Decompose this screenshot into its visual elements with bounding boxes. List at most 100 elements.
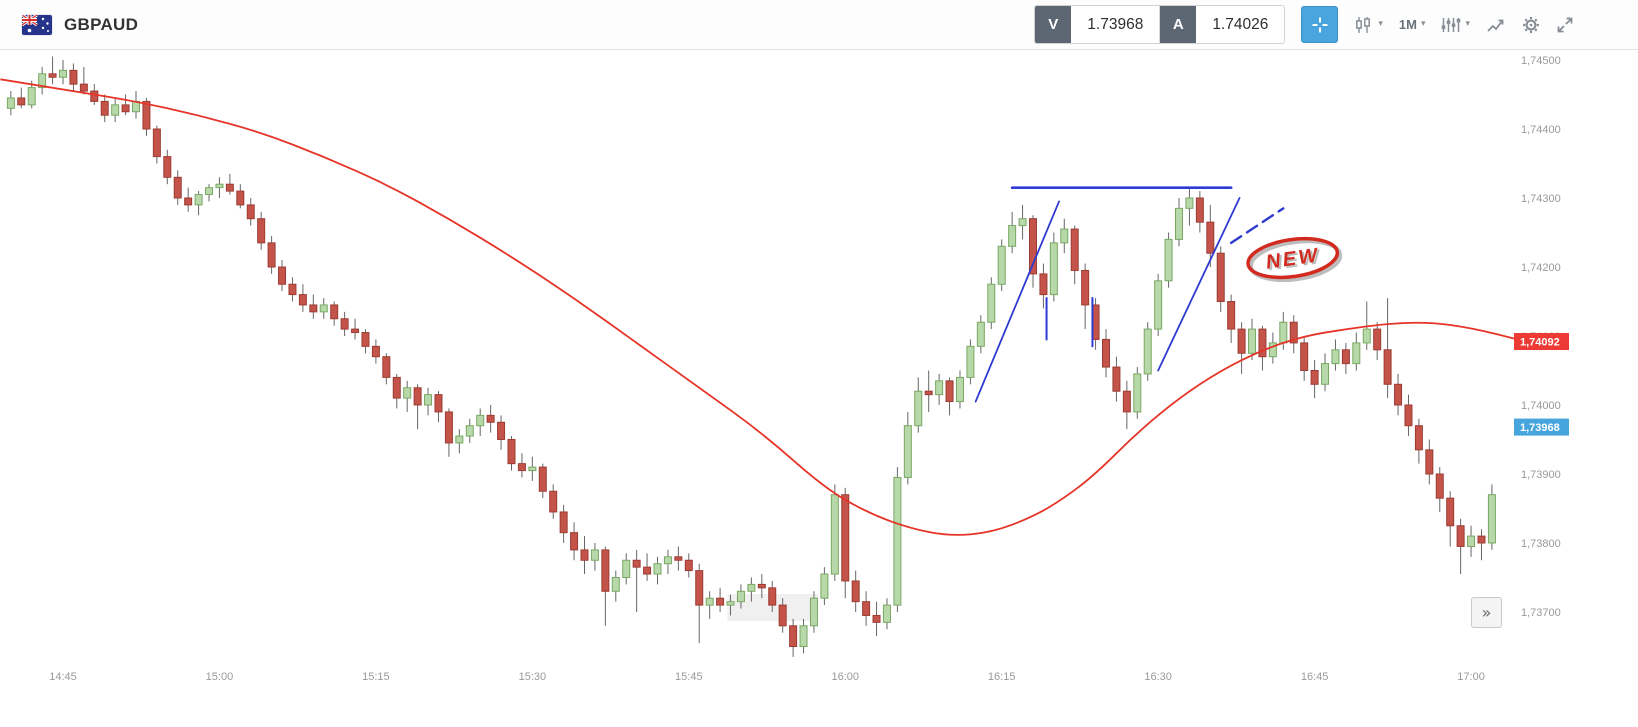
candle (288, 283, 297, 296)
candle (17, 97, 26, 106)
candle (507, 439, 516, 465)
candle (1216, 252, 1225, 302)
candle (476, 414, 485, 427)
candlestick-chart-icon (1356, 16, 1371, 33)
candle (351, 328, 360, 334)
candle (1143, 328, 1152, 375)
candle (528, 466, 537, 472)
candle (1070, 228, 1079, 271)
candle (1154, 280, 1163, 330)
candle (413, 387, 422, 406)
candle (1248, 328, 1257, 354)
candle (674, 556, 683, 561)
time-axis-label: 14:45 (49, 671, 77, 683)
candle (663, 556, 672, 565)
candle (945, 380, 954, 403)
time-axis-label: 16:00 (831, 671, 859, 683)
candle (559, 511, 568, 534)
expand-icon (1557, 17, 1573, 32)
instrument-header: GBPAUD (22, 14, 138, 35)
price-axis-label: 1,74000 (1521, 400, 1561, 412)
time-axis[interactable]: 14:45 15:00 15:15 15:30 15:45 16:00 16:15 16:30… (49, 671, 1485, 683)
timeframe-selector[interactable]: 1M ▾ (1399, 17, 1426, 32)
candle (194, 194, 203, 206)
time-axis-label: 16:45 (1301, 671, 1329, 683)
candle (830, 494, 839, 575)
price-axis-label: 1,74500 (1521, 55, 1561, 67)
time-axis-label: 16:30 (1144, 671, 1172, 683)
candle (924, 390, 933, 396)
moving-average-line[interactable] (0, 78, 1524, 536)
candle (653, 563, 662, 575)
candle (1122, 390, 1131, 413)
candle (205, 187, 214, 196)
candle (1425, 449, 1434, 475)
candle (1383, 349, 1392, 385)
candle (935, 380, 944, 396)
fullscreen-button[interactable] (1556, 16, 1574, 34)
candle (267, 242, 276, 268)
svg-text:1,74092: 1,74092 (1520, 337, 1560, 349)
candle (716, 597, 725, 606)
candle (163, 156, 172, 178)
settings-button[interactable] (1522, 16, 1540, 34)
candle (736, 590, 745, 603)
candle (1164, 238, 1173, 282)
candle (1227, 301, 1236, 330)
candle (726, 601, 735, 606)
candle (215, 183, 224, 189)
indicators-button[interactable]: ▾ (1441, 16, 1470, 34)
candle (622, 559, 631, 578)
candle (330, 304, 339, 320)
price-chart[interactable]: 1,745001,744001,743001,742001,741001,740… (0, 50, 1638, 727)
candle (173, 176, 182, 199)
candle (538, 466, 547, 492)
candle (747, 583, 756, 592)
scroll-right-button[interactable]: » (1471, 597, 1502, 628)
trend-analysis-button[interactable] (1486, 16, 1506, 34)
candle (778, 604, 787, 627)
candle (684, 559, 693, 572)
price-axis-label: 1,73800 (1521, 538, 1561, 550)
candle (851, 580, 860, 603)
candle (841, 494, 850, 582)
candle (184, 197, 193, 206)
candle (1060, 228, 1069, 244)
candles-layer (6, 56, 1496, 657)
candle (1258, 328, 1267, 358)
crosshair-tool-button[interactable] (1301, 6, 1339, 43)
sell-price-button[interactable]: 1.73968 (1087, 15, 1144, 33)
candle (257, 218, 266, 244)
chart-canvas[interactable]: 1,745001,744001,743001,742001,741001,740… (0, 50, 1638, 727)
candle (1414, 425, 1423, 451)
ma-price-badge: 1,74092 (1514, 333, 1569, 351)
candle (48, 73, 57, 78)
candle (486, 414, 495, 423)
trendline-up-2[interactable] (1157, 197, 1241, 372)
candle (455, 435, 464, 444)
candle (872, 614, 881, 623)
chart-type-button[interactable]: ▾ (1354, 16, 1383, 34)
price-axis[interactable]: 1,745001,744001,743001,742001,741001,740… (1521, 55, 1561, 619)
sell-price-badge: 1,73968 (1514, 418, 1569, 436)
candle (1175, 207, 1184, 240)
candle (1352, 342, 1361, 365)
quote-divider (1159, 6, 1161, 43)
candle (111, 104, 120, 116)
candle (1477, 535, 1486, 544)
candle (757, 583, 766, 589)
candle (997, 245, 1006, 285)
candle (570, 532, 579, 551)
candle (1446, 497, 1455, 527)
time-axis-label: 15:30 (519, 671, 547, 683)
candle (1456, 525, 1465, 547)
candle (142, 100, 151, 130)
short-trend-segment[interactable] (1229, 207, 1285, 245)
chevron-down-icon: ▾ (1420, 19, 1426, 29)
candle (1362, 328, 1371, 344)
candle (90, 90, 99, 102)
buy-price-button[interactable]: 1.74026 (1212, 15, 1269, 33)
candle (1039, 273, 1048, 296)
trendline-up-1[interactable] (974, 200, 1060, 403)
